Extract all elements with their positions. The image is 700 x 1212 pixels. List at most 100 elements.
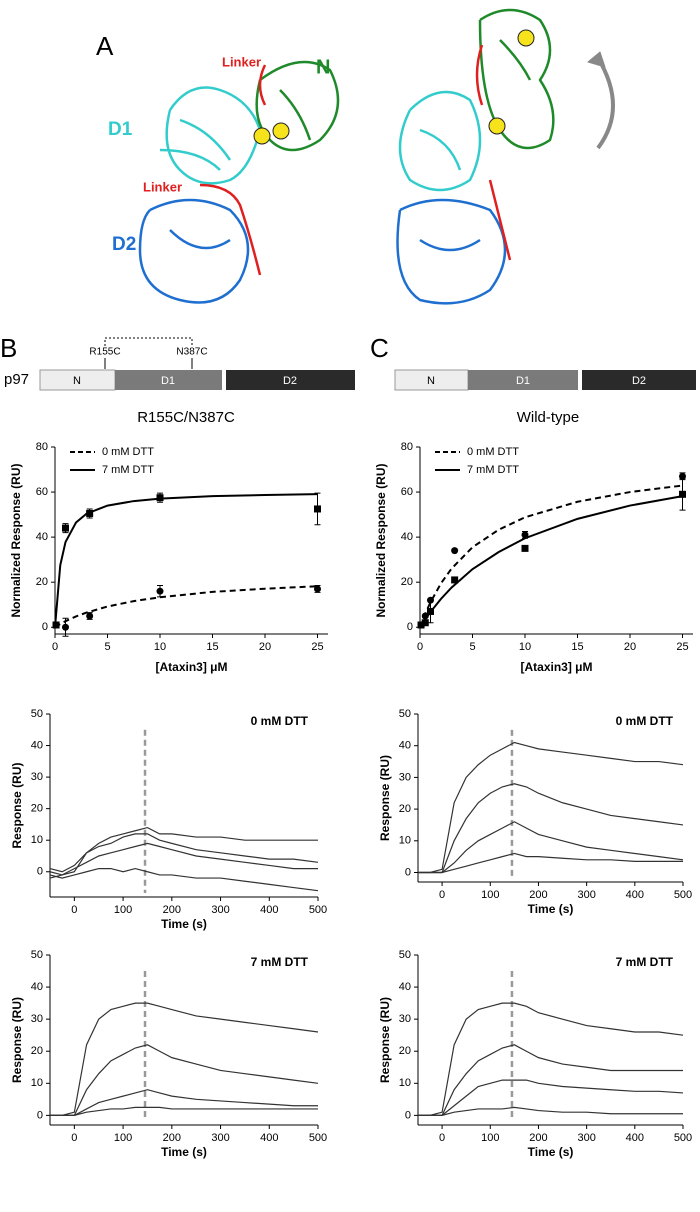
crosslink	[104, 337, 193, 346]
x-tick-label: 20	[259, 641, 271, 653]
y-tick-label: 50	[31, 708, 43, 720]
y-tick-label: 20	[36, 576, 48, 588]
y-tick-label: 80	[36, 441, 48, 453]
x-axis-label: Time (s)	[528, 1145, 574, 1159]
y-tick-label: 50	[399, 949, 411, 961]
x-tick-label: 400	[260, 904, 278, 916]
panel-label: B	[0, 333, 17, 363]
y-tick-label: 80	[401, 441, 413, 453]
y-tick-label: 20	[31, 803, 43, 815]
x-tick-label: 100	[481, 889, 499, 901]
y-tick-label: 40	[31, 981, 43, 993]
trace	[49, 842, 318, 876]
x-tick-label: 0	[71, 904, 77, 916]
x-tick-label: 500	[309, 904, 327, 916]
point	[521, 544, 529, 552]
y-tick-label: 40	[399, 740, 411, 752]
y-axis-label: Normalized Response (RU)	[9, 463, 23, 617]
trace	[49, 833, 319, 879]
trace	[418, 783, 684, 874]
y-tick-label: 40	[399, 981, 411, 993]
trace	[49, 826, 318, 873]
trace	[418, 1044, 683, 1116]
fit-line	[54, 493, 318, 628]
point	[421, 619, 429, 627]
domain	[226, 370, 355, 390]
x-tick-label: 200	[529, 889, 547, 901]
trace	[418, 852, 683, 874]
x-axis-label: Time (s)	[161, 917, 207, 931]
x-tick-label: 0	[439, 889, 445, 901]
trace	[418, 821, 684, 874]
y-axis-label: Response (RU)	[378, 755, 392, 841]
point	[62, 524, 69, 532]
mutation-label: N387C	[176, 347, 207, 358]
x-axis-label: Time (s)	[528, 902, 574, 916]
trace	[50, 1106, 318, 1116]
x-tick-label: 100	[481, 1132, 499, 1144]
point	[427, 607, 434, 615]
domain	[582, 370, 696, 390]
x-tick-label: 200	[529, 1132, 547, 1144]
x-tick-label: 500	[309, 1132, 327, 1144]
domain-label: N	[73, 375, 81, 387]
point	[679, 490, 686, 498]
panel-label: C	[370, 333, 389, 363]
caption: Wild-type	[517, 409, 580, 426]
x-tick-label: 0	[417, 641, 423, 653]
point	[679, 472, 686, 480]
x-tick-label: 15	[206, 641, 218, 653]
fit-line	[419, 495, 683, 628]
trace	[418, 1079, 684, 1116]
point	[156, 494, 164, 502]
y-tick-label: 0	[42, 621, 48, 633]
point	[417, 621, 425, 629]
annotation: 7 mM DTT	[616, 955, 674, 969]
y-tick-label: 60	[36, 486, 48, 498]
trace	[418, 1106, 683, 1116]
fit-line	[419, 484, 683, 628]
protein-label: p97	[4, 371, 29, 388]
x-tick-label: 0	[439, 1132, 445, 1144]
x-tick-label: 25	[676, 641, 688, 653]
panel-label: A	[96, 31, 114, 61]
x-tick-label: 400	[626, 889, 644, 901]
x-tick-label: 300	[577, 1132, 595, 1144]
y-tick-label: 30	[31, 1013, 43, 1025]
x-tick-label: 0	[52, 641, 58, 653]
structure-label: D1	[108, 119, 133, 140]
point	[314, 585, 321, 593]
y-tick-label: 0	[405, 866, 411, 878]
point	[156, 587, 164, 595]
y-axis-label: Response (RU)	[10, 762, 24, 848]
structure-label: D2	[112, 234, 136, 255]
point	[451, 547, 459, 555]
legend-label: 7 mM DTT	[467, 464, 519, 476]
caption: R155C/N387C	[137, 409, 235, 426]
structure-label: N	[316, 56, 330, 78]
domain-map: p97 N D1 D2 R155C N387C R155C/N387C N D1…	[4, 337, 696, 426]
y-axis-label: Normalized Response (RU)	[374, 463, 388, 617]
annotation: 7 mM DTT	[251, 955, 309, 969]
x-tick-label: 300	[577, 889, 595, 901]
x-tick-label: 10	[519, 641, 531, 653]
trace	[49, 867, 319, 892]
y-tick-label: 0	[405, 1109, 411, 1121]
domain	[468, 370, 578, 390]
x-tick-label: 400	[626, 1132, 644, 1144]
domain-label: D2	[283, 375, 297, 387]
trace	[418, 1002, 684, 1116]
y-tick-label: 20	[31, 1045, 43, 1057]
legend-label: 7 mM DTT	[102, 464, 154, 476]
y-tick-label: 30	[399, 1013, 411, 1025]
structure-label: Linker	[222, 54, 261, 69]
y-tick-label: 20	[399, 803, 411, 815]
x-tick-label: 5	[469, 641, 475, 653]
x-tick-label: 20	[624, 641, 636, 653]
y-tick-label: 40	[401, 531, 413, 543]
y-tick-label: 0	[37, 1109, 43, 1121]
x-tick-label: 0	[71, 1132, 77, 1144]
x-tick-label: 300	[211, 1132, 229, 1144]
point	[86, 612, 94, 620]
trace	[418, 741, 684, 874]
